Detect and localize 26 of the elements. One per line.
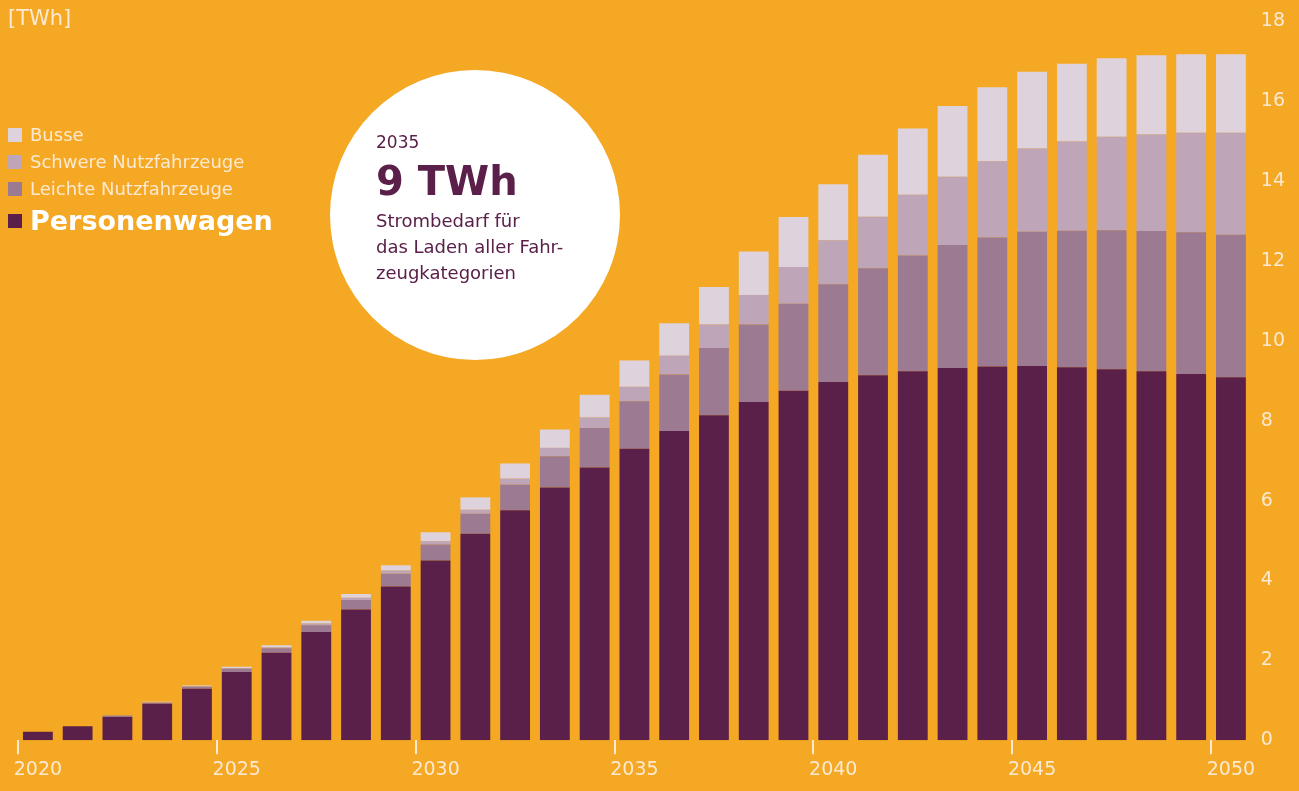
y-tick-label: 10 — [1260, 327, 1286, 350]
y-tick-label: 6 — [1260, 487, 1273, 510]
annotation: 2035 — [376, 132, 421, 152]
y-tick-label: 0 — [1260, 727, 1273, 750]
y-tick-label: 8 — [1260, 407, 1273, 430]
y-axis-title: [TWh] — [8, 6, 72, 30]
annotation: Strombedarf für das Laden aller Fahr- zeugkategorien — [376, 209, 565, 285]
y-tick-label: 12 — [1260, 247, 1286, 270]
y-tick-label: 18 — [1260, 8, 1286, 31]
y-tick-label: 14 — [1260, 168, 1286, 191]
y-tick-label: 16 — [1260, 88, 1286, 111]
annotation: 9 TWh — [376, 158, 519, 204]
x-tick-label: 2050 — [1206, 756, 1256, 779]
legend-label: Schwere Nutzfahrzeuge — [30, 151, 245, 172]
x-tick-label: 2040 — [809, 756, 858, 779]
y-tick-label: 2 — [1260, 647, 1273, 670]
legend-label: Leichte Nutzfahrzeuge — [30, 178, 233, 199]
y-tick-label: 4 — [1260, 567, 1273, 590]
x-tick-label: 2030 — [411, 756, 460, 779]
legend-label: Personenwagen — [30, 205, 273, 236]
x-tick-label: 2020 — [13, 756, 63, 779]
x-tick-label: 2025 — [212, 756, 261, 779]
legend-label: Busse — [30, 124, 84, 145]
circle-badge: 2035 9 TWh Strombedarf für das Laden aller Fahr- zeugkategorien — [330, 70, 620, 360]
x-tick-label: 2045 — [1007, 756, 1057, 779]
x-tick-label: 2035 — [610, 756, 659, 779]
